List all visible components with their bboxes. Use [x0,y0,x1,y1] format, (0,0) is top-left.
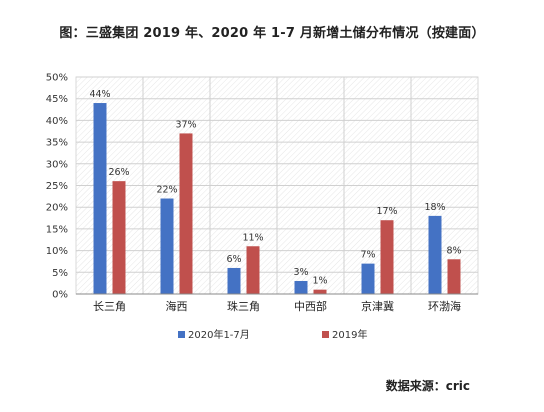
y-tick-label: 10% [46,246,68,257]
bar [227,267,241,294]
legend-swatch [322,331,329,338]
y-tick-label: 50% [46,73,68,84]
x-axis: 长三角 海西 珠三角 中西部 京津冀 环渤海 [93,299,461,313]
data-label: 3% [293,267,308,278]
data-label: 37% [175,119,196,130]
legend-label: 2020年1-7月 [188,328,250,341]
y-tick-label: 5% [52,268,68,279]
source-note: 数据来源：cric [385,379,470,393]
data-label: 18% [424,202,445,213]
category-label: 京津冀 [361,299,394,313]
bar [93,103,107,294]
bar [447,259,461,294]
bar [160,198,174,294]
bar [294,280,308,294]
data-label: 22% [156,185,177,196]
category-label: 环渤海 [428,299,461,313]
chart-title: 图：三盛集团 2019 年、2020 年 1-7 月新增土储分布情况（按建面） [59,26,485,41]
y-tick-label: 0% [52,290,68,301]
legend: 2020年1-7月 2019年 [178,328,367,341]
y-axis: 0% 5% 10% 15% 20% 25% 30% 35% 40% 45% 50% [46,73,68,301]
bar [313,289,327,294]
bar-series [93,103,461,294]
category-label: 珠三角 [227,299,260,313]
data-label: 26% [108,167,129,178]
category-label: 海西 [166,299,188,313]
data-label: 7% [360,250,375,261]
y-tick-label: 25% [46,181,68,192]
bar [428,215,442,294]
category-label: 中西部 [294,299,327,313]
y-tick-label: 40% [46,116,68,127]
y-tick-label: 30% [46,159,68,170]
data-label: 11% [242,232,263,243]
data-labels: 44% 22% 6% 3% 7% 18% 26% 37% 11% 1% 17% 8% [89,89,461,287]
y-tick-label: 35% [46,138,68,149]
legend-swatch [178,331,185,338]
data-label: 6% [226,254,241,265]
bar [112,181,126,294]
data-label: 1% [312,276,327,287]
bar [380,220,394,294]
bar [361,263,375,294]
data-label: 44% [89,89,110,100]
legend-label: 2019年 [332,328,367,341]
category-label: 长三角 [93,300,126,313]
y-tick-label: 15% [46,224,68,235]
data-label: 17% [376,206,397,217]
bar [246,246,260,294]
bar [179,133,193,294]
gridlines [76,76,478,294]
y-tick-label: 20% [46,203,68,214]
y-tick-label: 45% [46,94,68,105]
data-label: 8% [446,245,461,256]
